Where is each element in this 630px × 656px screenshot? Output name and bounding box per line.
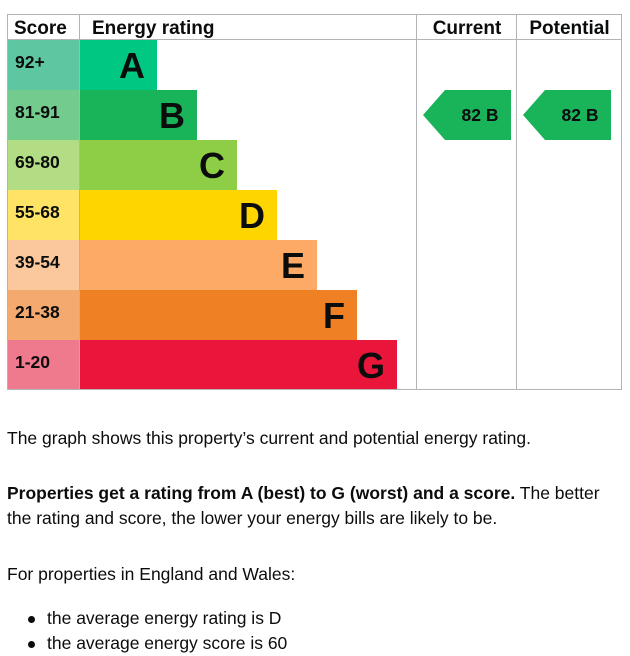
score-cell-a (7, 40, 79, 90)
potential-arrow (523, 90, 611, 140)
rating-explanation-bold: Properties get a rating from A (best) to… (7, 483, 516, 503)
rating-letter-d: D (239, 195, 265, 236)
current-header: Current (433, 18, 502, 39)
score-range-b: 81-91 (15, 102, 60, 122)
rating-bar-g (79, 340, 397, 390)
average-rating-item: the average energy rating is D (7, 606, 287, 631)
score-range-a: 92+ (15, 52, 45, 72)
potential-header: Potential (529, 18, 609, 39)
current-score-label: 82 B (462, 105, 499, 125)
rating-bar-b (79, 90, 197, 140)
rating-letter-b: B (159, 95, 185, 136)
rating-letter-c: C (199, 145, 225, 186)
rating-bar-d (79, 190, 277, 240)
score-range-f: 21-38 (15, 302, 60, 322)
rating-letter-g: G (357, 345, 385, 386)
rating-bar-f (79, 290, 357, 340)
score-range-d: 55-68 (15, 202, 60, 222)
score-cell-d (7, 190, 79, 240)
energy-rating-chart: 92+ A 81-91 B 69-80 C 55-68 D 39-54 E 21-38 F 1-20 G S… (7, 14, 622, 390)
rating-bar-e (79, 240, 317, 290)
rating-letter-e: E (281, 245, 305, 286)
score-range-e: 39-54 (15, 252, 60, 272)
score-range-c: 69-80 (15, 152, 60, 172)
rating-explanation-rest: The better the rating and score, the low… (7, 483, 600, 528)
average-list: the average energy rating is D the avera… (7, 606, 287, 656)
rating-letter-a: A (119, 45, 145, 86)
rating-letter-f: F (323, 295, 345, 336)
score-cell-c (7, 140, 79, 190)
intro-text: The graph shows this property’s current … (7, 428, 532, 448)
region-text: For properties in England and Wales: (7, 564, 296, 584)
rating-bar-c (79, 140, 237, 190)
rating-bar-a (79, 40, 157, 90)
score-cell-g (7, 340, 79, 390)
potential-score-label: 82 B (562, 105, 599, 125)
average-score-item: the average energy score is 60 (7, 631, 287, 656)
current-arrow (423, 90, 511, 140)
rating-explanation: Properties get a rating from A (best) to… (7, 481, 623, 531)
score-cell-e (7, 240, 79, 290)
score-range-g: 1-20 (15, 352, 50, 372)
score-header: Score (14, 18, 67, 39)
score-cell-f (7, 290, 79, 340)
score-cell-b (7, 90, 79, 140)
energy-rating-header: Energy rating (92, 18, 214, 39)
